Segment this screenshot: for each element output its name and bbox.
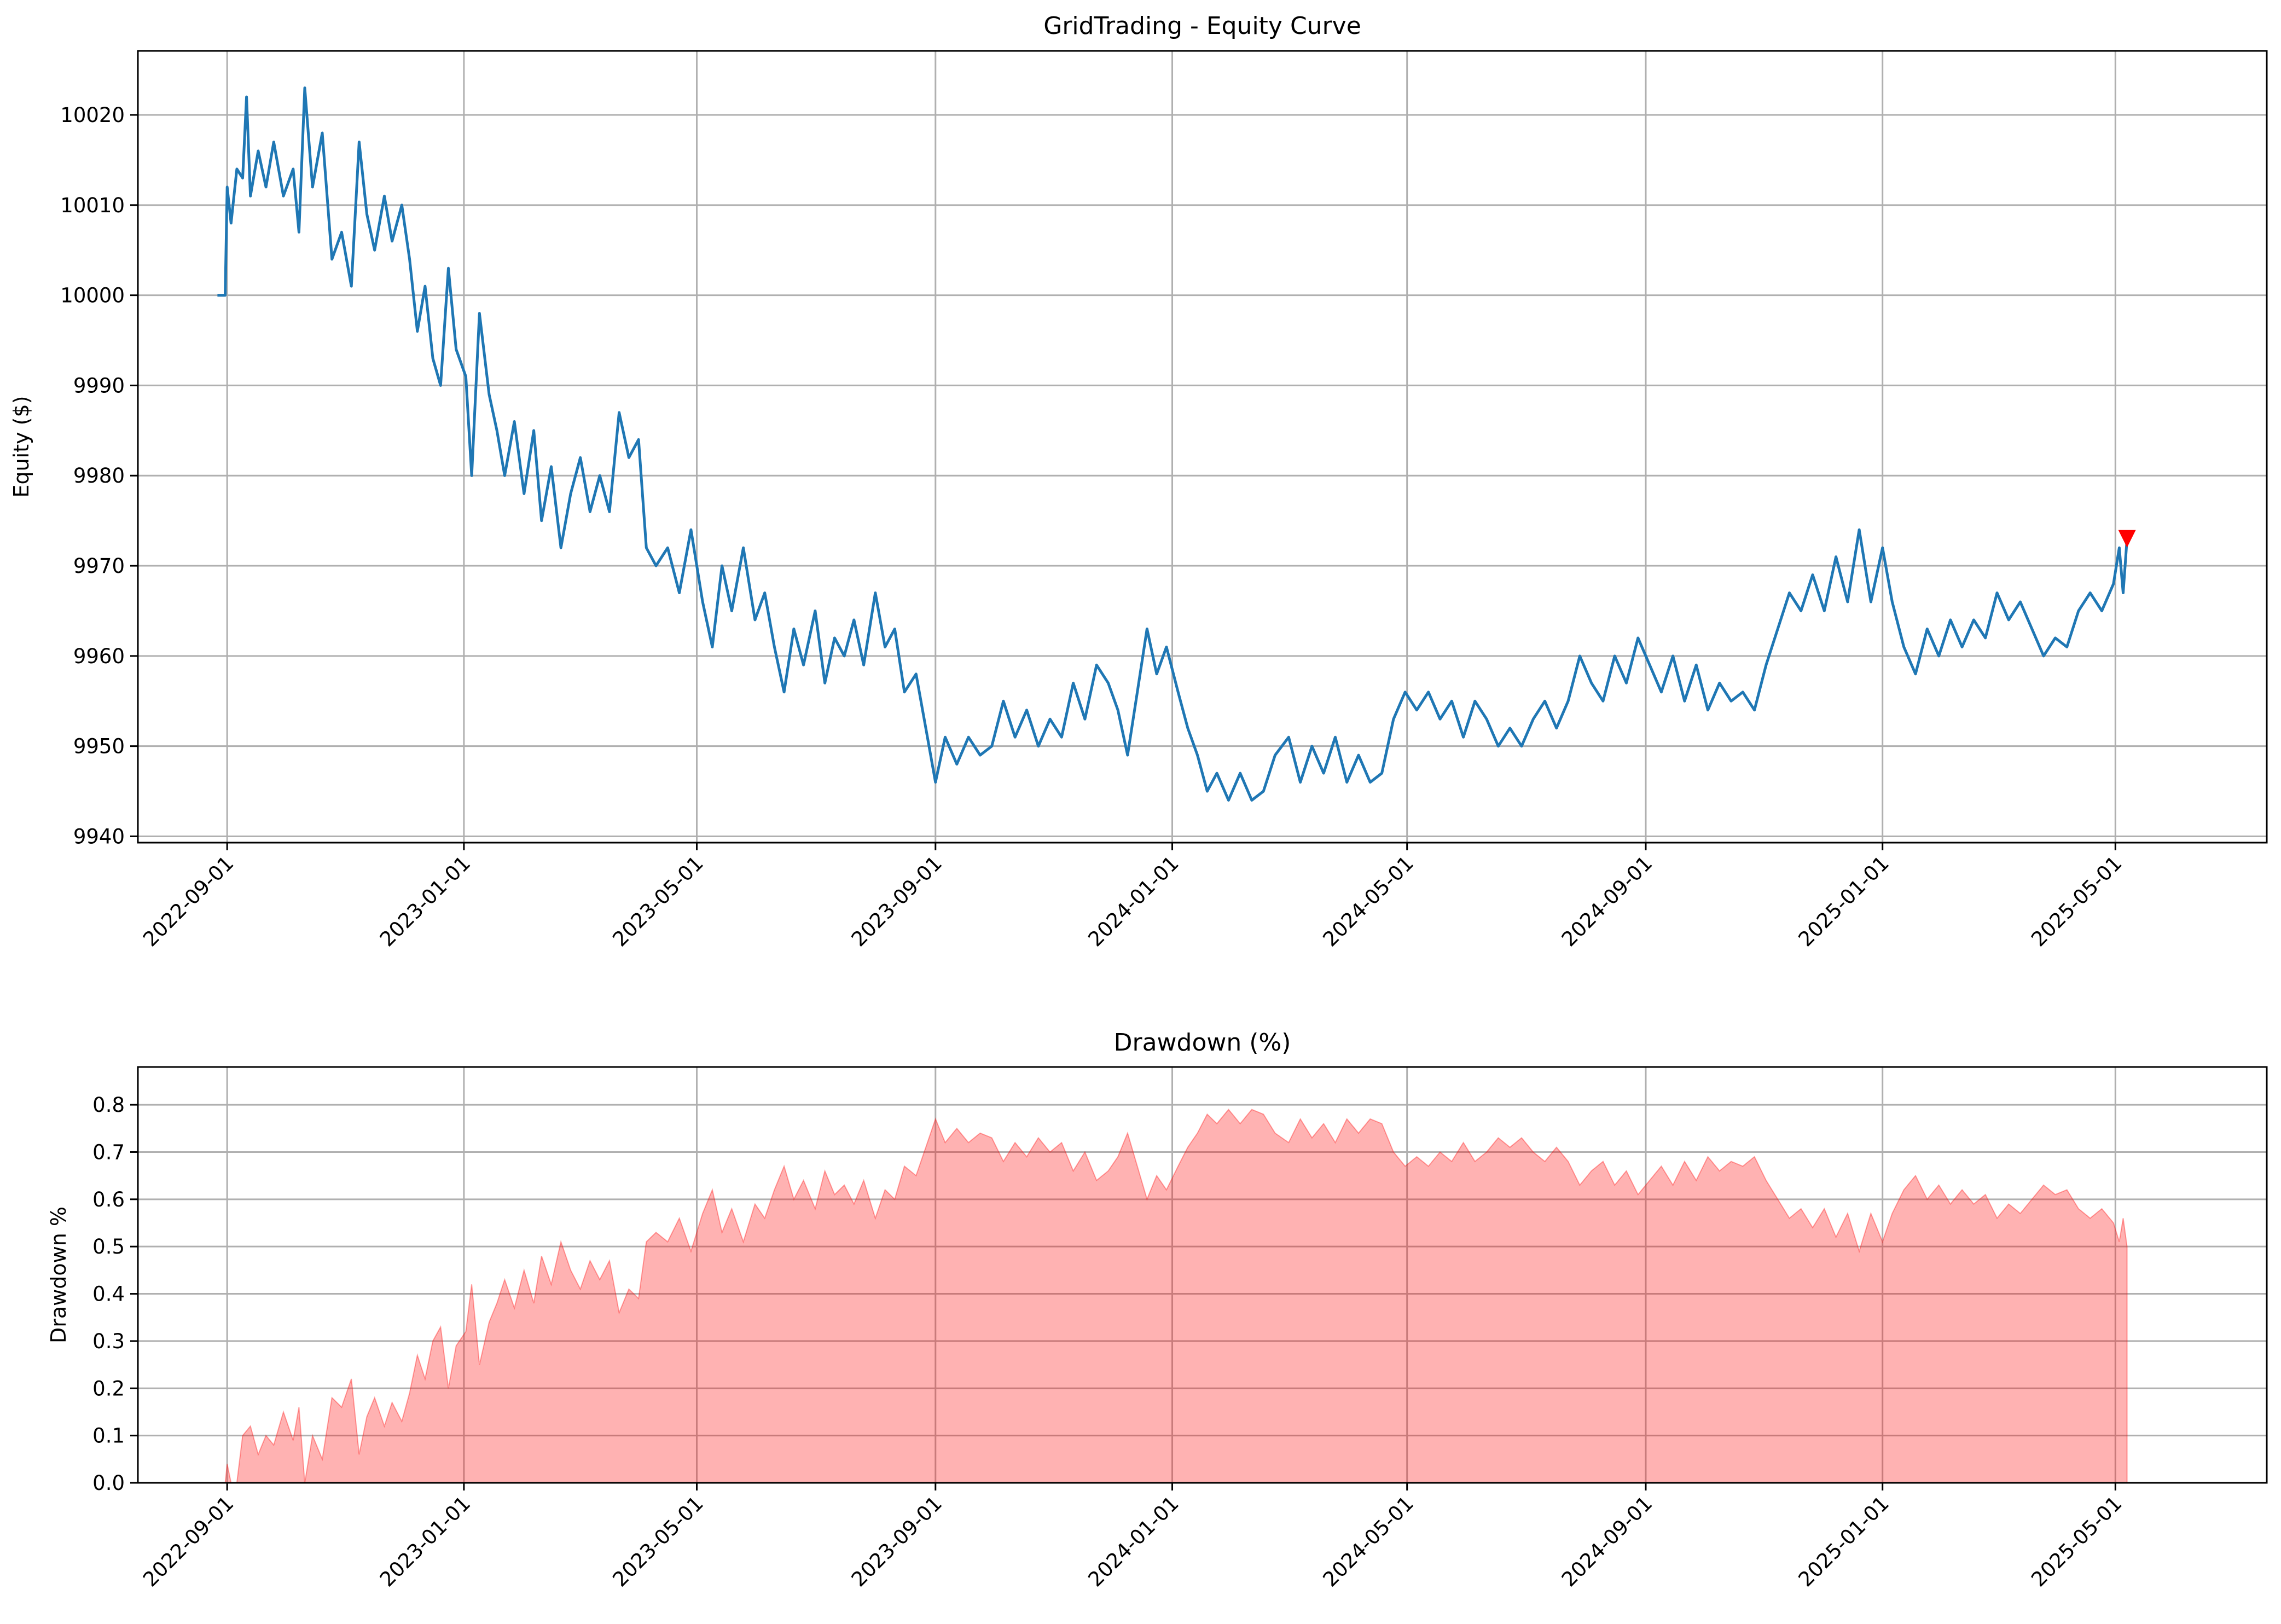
dd-y-tick-label: 0.7 [92,1140,125,1164]
final-point-marker [2118,530,2136,548]
dd-y-tick-label: 0.2 [92,1377,125,1400]
equity-plot-area [217,86,2136,802]
drawdown-plot-area [217,1109,2128,1483]
equity-y-tick-label: 10020 [60,103,125,127]
drawdown-y-ticks: 0.0 0.1 0.2 0.3 0.4 0.5 0.6 0.7 0.8 [92,1093,138,1495]
equity-y-tick-label: 9980 [73,464,125,488]
drawdown-chart-title: Drawdown (%) [1114,1029,1291,1057]
equity-chart-title: GridTrading - Equity Curve [1043,12,1361,40]
equity-y-tick-label: 9960 [73,645,125,668]
dd-y-tick-label: 0.5 [92,1235,125,1258]
dd-y-tick-label: 0.6 [92,1188,125,1211]
drawdown-axes-frame [137,1066,2268,1484]
drawdown-area [217,1109,2128,1483]
equity-y-tick-label: 9940 [73,825,125,848]
drawdown-y-axis-label: Drawdown % [47,1207,71,1343]
dd-y-tick-label: 0.4 [92,1283,125,1306]
dd-y-tick-label: 0.3 [92,1330,125,1353]
dd-y-tick-label: 0.8 [92,1093,125,1117]
dd-y-tick-label: 0.1 [92,1424,125,1448]
equity-y-axis-label: Equity ($) [9,396,33,497]
equity-y-tick-label: 10000 [60,284,125,308]
equity-y-tick-label: 9950 [73,735,125,758]
equity-axes-frame [137,50,2268,844]
drawdown-gridlines [138,1067,2267,1484]
equity-gridlines [138,51,2267,843]
dd-y-tick-label: 0.0 [92,1471,125,1495]
equity-series-line [217,86,2129,802]
equity-y-tick-label: 9970 [73,554,125,578]
equity-y-tick-label: 10010 [60,194,125,217]
equity-y-ticks: 9940 9950 9960 9970 9980 9990 10000 10010 10020 [60,103,138,848]
equity-y-tick-label: 9990 [73,374,125,397]
